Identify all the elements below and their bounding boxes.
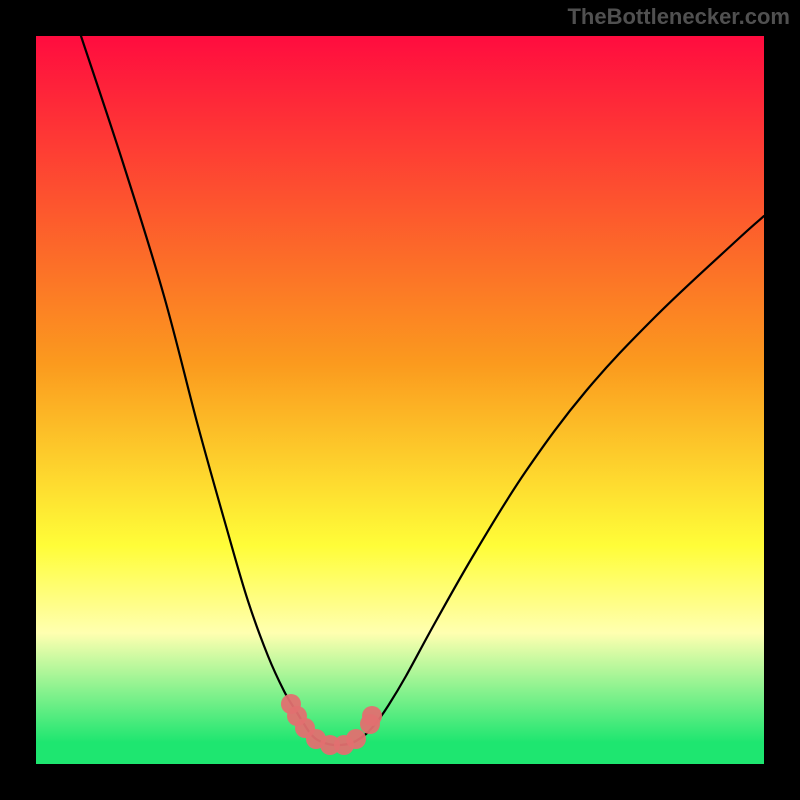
bottleneck-marker	[362, 706, 382, 726]
chart-outer-frame: TheBottlenecker.com	[0, 0, 800, 800]
gradient-plot-area	[36, 36, 764, 764]
marker-layer	[36, 36, 764, 764]
watermark-text: TheBottlenecker.com	[567, 4, 790, 30]
